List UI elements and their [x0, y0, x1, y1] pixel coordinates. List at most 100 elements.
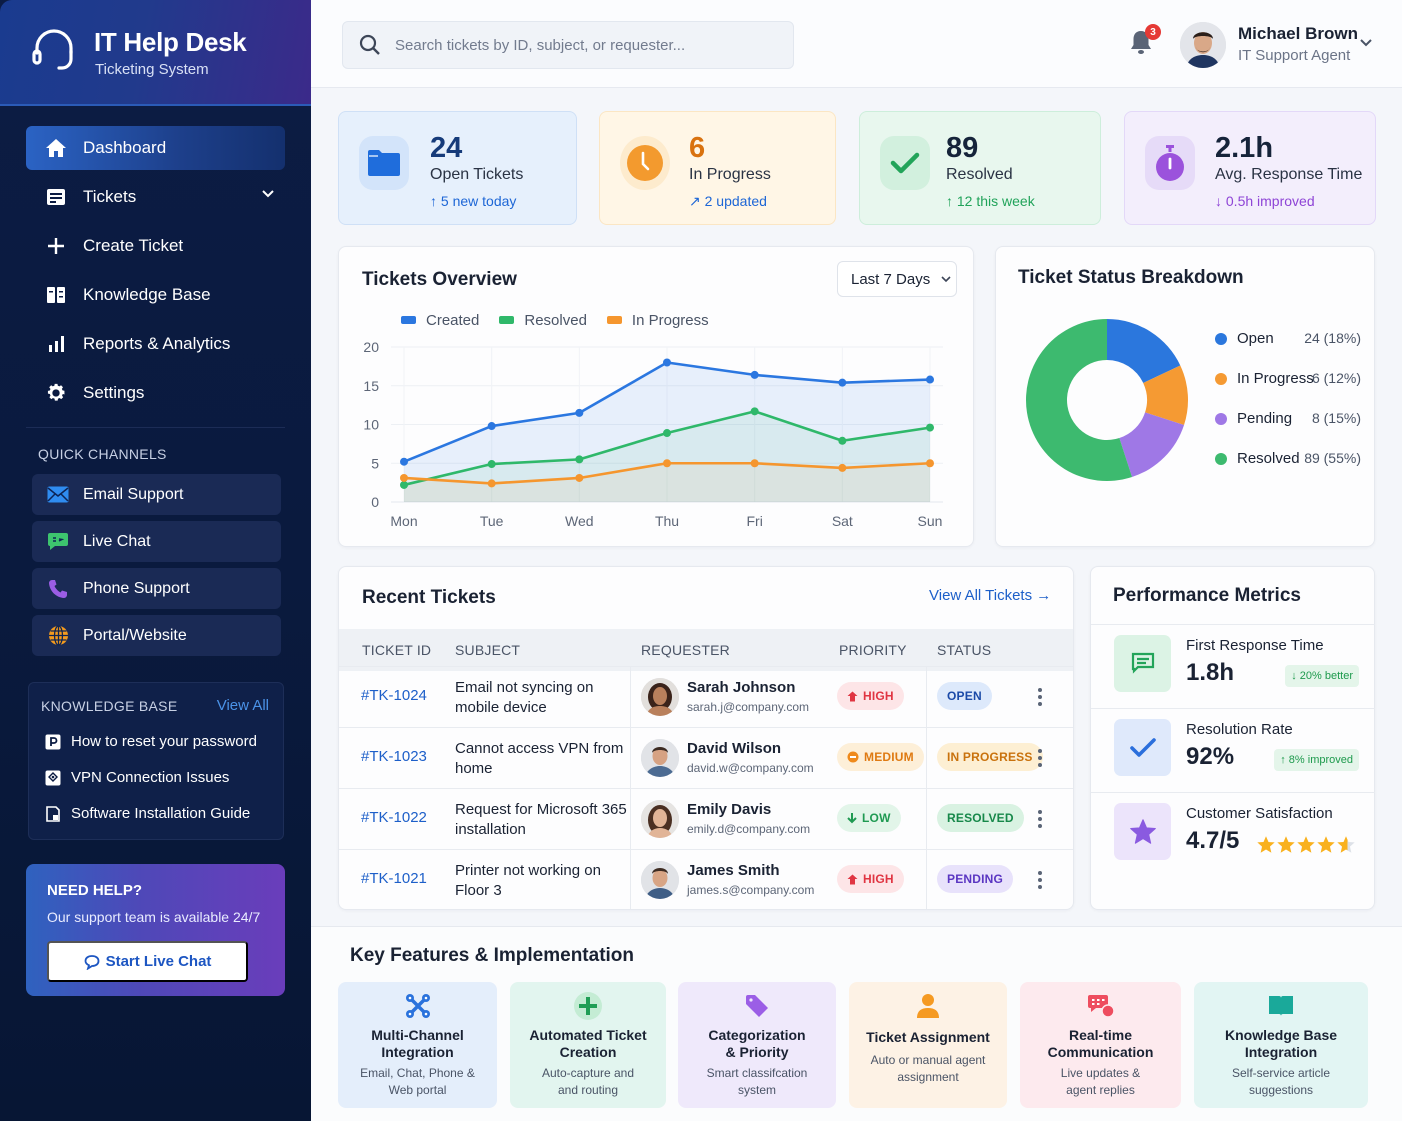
chevron-down-icon[interactable] — [1359, 38, 1373, 48]
star-icon — [1297, 836, 1315, 853]
feature-card-realtime-communication[interactable]: Real-time Communication Live updates & a… — [1020, 982, 1181, 1108]
kb-article-label: VPN Connection Issues — [71, 769, 230, 786]
svg-text:10: 10 — [363, 417, 379, 433]
legend-item-resolved[interactable]: Resolved — [499, 312, 587, 329]
column-header-subject[interactable]: SUBJECT — [455, 642, 521, 658]
donut-legend-open: Open 24 (18%) — [1215, 329, 1361, 349]
check-icon — [1114, 719, 1171, 776]
table-row[interactable]: #TK-1023 Cannot access VPN from home Dav… — [339, 727, 1073, 789]
donut-slice-in-progress[interactable] — [1143, 365, 1188, 426]
channel-live-chat[interactable]: Live Chat — [32, 521, 281, 562]
performance-metrics-panel: Performance Metrics First Response Time … — [1090, 566, 1375, 910]
metric-trend-chip: ↓ 20% better — [1285, 665, 1359, 687]
feature-card-categorization[interactable]: Categorization & Priority Smart classifc… — [678, 982, 836, 1108]
ticket-id-link[interactable]: #TK-1022 — [361, 809, 427, 826]
star-icon — [1277, 836, 1295, 853]
knowledge-base-view-all-link[interactable]: View All — [216, 697, 269, 714]
metric-resolution-rate: Resolution Rate 92% ↑ 8% improved — [1091, 708, 1375, 792]
channel-portal-website[interactable]: Portal/Website — [32, 615, 281, 656]
requester-name: Emily Davis — [687, 801, 772, 818]
ticket-id-link[interactable]: #TK-1023 — [361, 748, 427, 765]
feature-desc: Email, Chat, Phone & Web portal — [360, 1066, 475, 1097]
star-rating — [1256, 835, 1356, 854]
nav-item-settings[interactable]: Settings — [26, 371, 285, 415]
table-row[interactable]: #TK-1022 Request for Microsoft 365 insta… — [339, 788, 1073, 850]
date-range-dropdown[interactable]: Last 7 Days — [837, 261, 957, 297]
donut-legend-resolved: Resolved 89 (55%) — [1215, 449, 1361, 469]
stat-card-in-progress[interactable]: 6 In Progress ↗ 2 updated — [599, 111, 836, 225]
kb-article-vpn[interactable]: VPN Connection Issues — [45, 769, 229, 786]
status-badge-resolved: RESOLVED — [937, 804, 1024, 832]
column-header-priority[interactable]: PRIORITY — [839, 642, 907, 658]
more-options-icon[interactable] — [1037, 809, 1043, 829]
donut-legend-pending: Pending 8 (15%) — [1215, 409, 1361, 429]
requester-avatar — [641, 678, 679, 716]
chevron-down-icon[interactable] — [261, 189, 275, 199]
chevron-down-icon — [941, 276, 951, 283]
star-icon — [1317, 836, 1335, 853]
nav-item-tickets[interactable]: Tickets — [26, 175, 285, 219]
stat-card-resolved[interactable]: 89 Resolved ↑ 12 this week — [859, 111, 1101, 225]
donut-slice-pending[interactable] — [1119, 412, 1185, 478]
svg-text:Mon: Mon — [390, 513, 417, 529]
knowledge-base-widget: KNOWLEDGE BASE View All How to reset you… — [28, 682, 284, 840]
ticket-id-link[interactable]: #TK-1024 — [361, 687, 427, 704]
phone-icon — [47, 578, 69, 600]
stat-trend: ↗ 2 updated — [689, 193, 767, 209]
more-options-icon[interactable] — [1037, 748, 1043, 768]
nav-item-reports[interactable]: Reports & Analytics — [26, 322, 285, 366]
feature-card-automated-creation[interactable]: Automated Ticket Creation Auto-capture a… — [510, 982, 666, 1108]
channel-phone-support[interactable]: Phone Support — [32, 568, 281, 609]
search-bar[interactable] — [342, 21, 794, 69]
start-live-chat-button[interactable]: Start Live Chat — [47, 941, 248, 982]
stat-card-open-tickets[interactable]: 24 Open Tickets ↑ 5 new today — [338, 111, 577, 225]
arrow-up-icon: ↑ — [946, 193, 957, 209]
more-options-icon[interactable] — [1037, 870, 1043, 890]
donut-slice-resolved[interactable] — [1026, 319, 1133, 481]
table-header: TICKET ID SUBJECT REQUESTER PRIORITY STA… — [339, 629, 1073, 671]
stat-trend: ↑ 5 new today — [430, 193, 517, 209]
kb-article-software-install[interactable]: Software Installation Guide — [45, 805, 250, 822]
globe-icon — [47, 625, 69, 647]
table-row[interactable]: #TK-1024 Email not syncing on mobile dev… — [339, 666, 1073, 728]
password-doc-icon — [45, 734, 61, 749]
ticket-id-link[interactable]: #TK-1021 — [361, 870, 427, 887]
view-all-tickets-link[interactable]: View All Tickets → — [929, 587, 1052, 604]
svg-text:20: 20 — [363, 339, 379, 355]
feature-card-ticket-assignment[interactable]: Ticket Assignment Auto or manual agent a… — [849, 982, 1007, 1108]
legend-item-in-progress[interactable]: In Progress — [606, 312, 709, 329]
column-header-status[interactable]: STATUS — [937, 642, 992, 658]
brand-header[interactable]: IT Help Desk Ticketing System — [0, 0, 311, 106]
need-help-card: NEED HELP? Our support team is available… — [26, 864, 285, 996]
svg-text:Wed: Wed — [565, 513, 594, 529]
panel-title: Tickets Overview — [362, 269, 517, 290]
feature-card-knowledge-base-integration[interactable]: Knowledge Base Integration Self-service … — [1194, 982, 1368, 1108]
top-header: 3 Michael Brown IT Support Agent — [311, 0, 1402, 88]
feature-card-multi-channel[interactable]: Multi-Channel Integration Email, Chat, P… — [338, 982, 497, 1108]
column-header-ticket-id[interactable]: TICKET ID — [362, 642, 432, 658]
channel-email-support[interactable]: Email Support — [32, 474, 281, 515]
nav-item-dashboard[interactable]: Dashboard — [26, 126, 285, 170]
stat-label: Avg. Response Time — [1215, 166, 1363, 183]
folder-icon — [359, 136, 409, 190]
user-avatar[interactable] — [1180, 22, 1226, 68]
table-row[interactable]: #TK-1021 Printer not working on Floor 3 … — [339, 849, 1073, 909]
metric-label: Resolution Rate — [1186, 721, 1293, 738]
donut-slice-open[interactable] — [1107, 319, 1181, 383]
nav-item-create-ticket[interactable]: Create Ticket — [26, 224, 285, 268]
metric-customer-satisfaction: Customer Satisfaction 4.7/5 — [1091, 792, 1375, 876]
search-input[interactable] — [395, 36, 775, 54]
feature-desc: Live updates & agent replies — [1060, 1066, 1141, 1097]
stat-card-avg-response[interactable]: 2.1h Avg. Response Time ↓ 0.5h improved — [1124, 111, 1376, 225]
kb-article-reset-password[interactable]: How to reset your password — [45, 733, 257, 750]
more-options-icon[interactable] — [1037, 687, 1043, 707]
legend-item-created[interactable]: Created — [401, 312, 479, 329]
column-header-requester[interactable]: REQUESTER — [641, 642, 730, 658]
chat-bubble-icon — [47, 531, 69, 553]
notification-badge: 3 — [1145, 24, 1161, 40]
nav-item-knowledge-base[interactable]: Knowledge Base — [26, 273, 285, 317]
requester-email: james.s@company.com — [687, 883, 815, 897]
stat-label: In Progress — [689, 166, 771, 183]
metric-first-response-time: First Response Time 1.8h ↓ 20% better — [1091, 624, 1375, 708]
requester-name: Sarah Johnson — [687, 679, 796, 696]
